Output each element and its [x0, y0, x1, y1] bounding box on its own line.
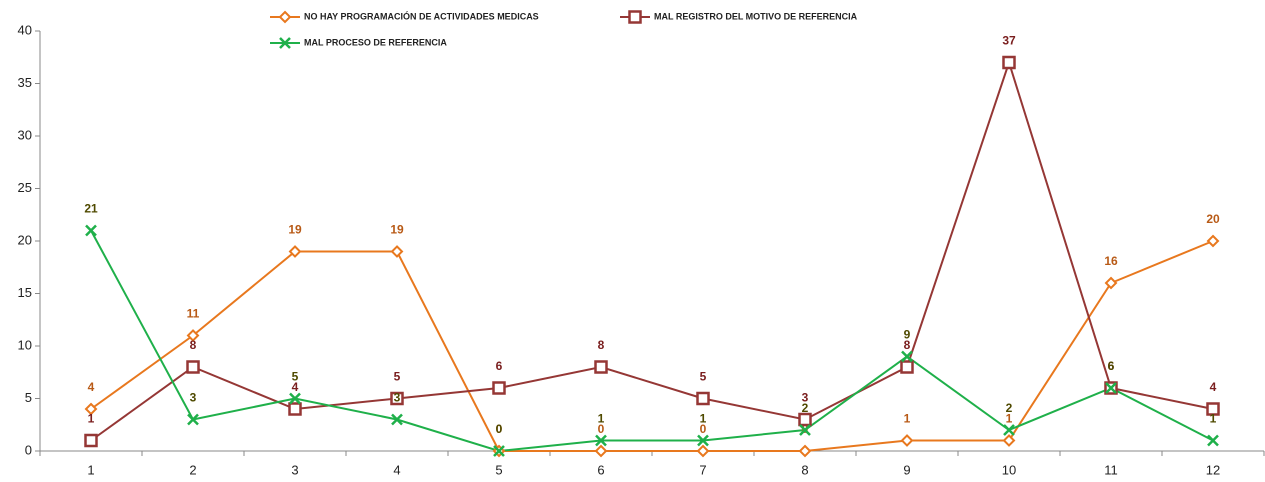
data-label: 8	[598, 338, 605, 352]
point-marker	[84, 433, 98, 448]
data-label: 19	[390, 223, 404, 237]
x-tick-label: 8	[801, 462, 808, 477]
point-marker	[390, 245, 404, 258]
data-label: 2	[802, 401, 809, 415]
point-marker	[696, 444, 710, 458]
data-label: 1	[904, 412, 911, 426]
point-marker	[1207, 434, 1219, 447]
point-marker	[84, 402, 98, 416]
y-tick-label: 20	[18, 232, 32, 247]
data-label: 5	[700, 370, 707, 384]
point-marker	[1206, 402, 1220, 416]
data-label: 1	[1006, 412, 1013, 426]
data-label: 8	[190, 338, 197, 352]
data-label: 1	[88, 412, 95, 426]
x-tick-label: 4	[393, 462, 400, 477]
point-marker	[594, 444, 608, 458]
x-tick-label: 3	[291, 462, 298, 477]
data-label: 6	[496, 359, 503, 373]
legend-marker	[628, 10, 642, 24]
x-tick-label: 6	[597, 462, 604, 477]
y-tick-label: 30	[18, 127, 32, 142]
x-tick-label: 2	[189, 462, 196, 477]
data-label: 2	[1006, 401, 1013, 415]
point-marker	[391, 413, 403, 426]
point-marker	[697, 434, 709, 447]
legend-label: NO HAY PROGRAMACIÓN DE ACTIVIDADES MEDIC…	[304, 10, 539, 21]
data-label: 1	[1210, 412, 1217, 426]
data-label: 6	[1108, 359, 1115, 373]
point-marker	[594, 360, 608, 374]
point-marker	[492, 381, 506, 395]
data-label: 4	[88, 380, 95, 394]
point-marker	[289, 392, 301, 405]
data-label: 0	[598, 422, 605, 436]
y-tick-label: 35	[18, 75, 32, 90]
x-tick-label: 12	[1206, 462, 1220, 477]
x-tick-label: 5	[495, 462, 502, 477]
x-tick-label: 9	[903, 462, 910, 477]
y-tick-label: 40	[18, 22, 32, 37]
legend-label: MAL PROCESO DE REFERENCIA	[304, 37, 447, 47]
data-label: 5	[292, 370, 299, 384]
point-marker	[1002, 434, 1016, 447]
point-marker	[493, 445, 505, 457]
y-tick-label: 0	[25, 442, 32, 457]
data-label: 0	[496, 422, 503, 436]
data-label: 21	[84, 202, 98, 216]
x-tick-label: 7	[699, 462, 706, 477]
data-label: 6	[1108, 359, 1115, 373]
legend-label: MAL REGISTRO DEL MOTIVO DE REFERENCIA	[654, 11, 858, 21]
data-label: 4	[1210, 380, 1217, 394]
data-label: 1	[598, 412, 605, 426]
point-marker	[186, 360, 200, 374]
point-marker	[187, 413, 199, 426]
point-marker	[900, 360, 914, 374]
data-label: 0	[496, 422, 503, 436]
data-label: 1	[700, 412, 707, 426]
data-label: 3	[190, 391, 197, 405]
data-label: 3	[394, 391, 401, 405]
y-tick-label: 10	[18, 337, 32, 352]
x-tick-label: 1	[87, 462, 94, 477]
point-marker	[1206, 234, 1220, 248]
y-tick-label: 25	[18, 180, 32, 195]
point-marker	[798, 412, 812, 427]
data-label: 8	[904, 338, 911, 352]
point-marker	[1105, 382, 1117, 394]
point-marker	[901, 350, 913, 363]
series-line	[90, 230, 1214, 453]
point-marker	[85, 224, 97, 237]
point-marker	[900, 434, 914, 447]
point-marker	[1003, 424, 1015, 436]
data-label: 0	[700, 422, 707, 436]
x-tick-label: 10	[1002, 462, 1016, 477]
point-marker	[1104, 276, 1118, 290]
data-label: 19	[288, 223, 302, 237]
data-label: 3	[802, 391, 809, 405]
data-label: 9	[904, 328, 911, 342]
y-tick-label: 5	[25, 390, 32, 405]
legend-marker	[279, 37, 291, 49]
point-marker	[595, 434, 607, 447]
y-tick-label: 15	[18, 285, 32, 300]
point-marker	[390, 391, 404, 406]
data-label: 4	[292, 380, 299, 394]
x-tick-label: 11	[1104, 462, 1118, 477]
data-label: 16	[1104, 254, 1118, 268]
legend-marker	[278, 10, 292, 24]
data-label: 11	[187, 307, 200, 321]
data-label: 20	[1206, 212, 1220, 226]
data-label: 37	[1002, 34, 1016, 48]
point-marker	[288, 402, 302, 416]
point-marker	[288, 245, 302, 258]
point-marker	[799, 424, 811, 436]
point-marker	[696, 391, 710, 406]
point-marker	[186, 329, 200, 342]
point-marker	[798, 444, 812, 458]
data-label: 5	[394, 370, 401, 384]
point-marker	[1002, 55, 1016, 70]
series-line	[90, 240, 1214, 452]
